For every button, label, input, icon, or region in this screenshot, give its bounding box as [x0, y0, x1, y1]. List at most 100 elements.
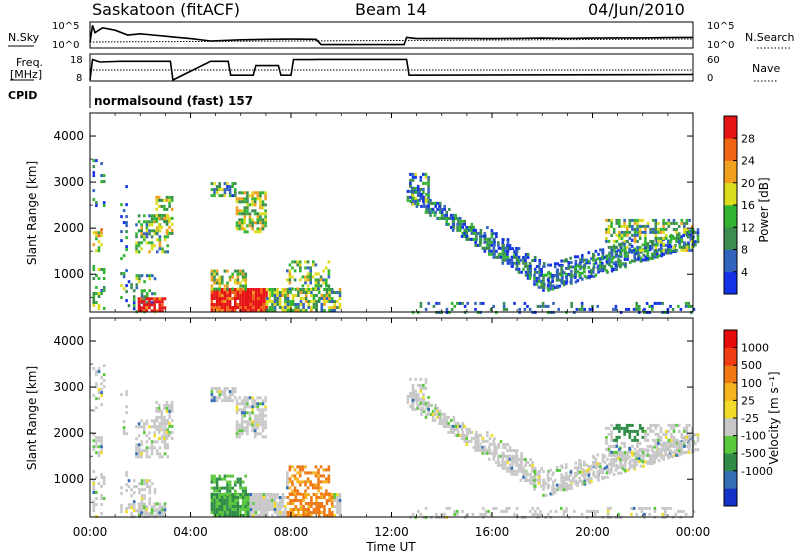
heatmap-cell: [100, 445, 103, 449]
heatmap-cell: [271, 300, 274, 303]
heatmap-cell: [537, 475, 541, 479]
heatmap-cell: [471, 512, 475, 516]
heatmap-cell: [475, 231, 478, 235]
heatmap-cell: [675, 221, 678, 225]
heatmap-cell: [451, 216, 455, 220]
heatmap-cell: [528, 478, 532, 482]
heatmap-cell: [646, 257, 649, 260]
heatmap-cell: [226, 511, 229, 514]
heatmap-cell: [239, 269, 242, 273]
heatmap-cell: [97, 436, 101, 440]
heatmap-cell: [314, 278, 318, 282]
heatmap-cell: [447, 421, 450, 425]
heatmap-cell: [540, 484, 543, 488]
heatmap-cell: [644, 435, 647, 439]
heatmap-cell: [614, 254, 618, 258]
heatmap-cell: [215, 291, 219, 294]
heatmap-cell: [252, 499, 255, 502]
heatmap-cell: [163, 219, 166, 223]
heatmap-cell: [664, 512, 667, 516]
heatmap-cell: [638, 236, 642, 240]
heatmap-cell: [517, 458, 521, 461]
heatmap-cell: [259, 227, 262, 231]
colorbar-swatch: [724, 400, 737, 419]
heatmap-cell: [140, 309, 143, 313]
heatmap-cell: [463, 222, 466, 226]
heatmap-cell: [495, 451, 498, 455]
heatmap-cell: [145, 514, 149, 518]
heatmap-cell: [570, 486, 573, 490]
heatmap-cell: [221, 496, 224, 499]
heatmap-cell: [508, 463, 512, 467]
heatmap-cell: [574, 259, 578, 263]
heatmap-cell: [170, 418, 174, 422]
heatmap-cell: [120, 486, 123, 490]
heatmap-cell: [625, 224, 629, 228]
heatmap-cell: [506, 449, 509, 453]
heatmap-cell: [262, 514, 266, 517]
heatmap-cell: [506, 252, 509, 256]
heatmap-cell: [92, 292, 96, 295]
power-panel-frame: [89, 112, 694, 313]
heatmap-cell: [102, 476, 106, 479]
heatmap-cell: [257, 499, 260, 502]
heatmap-cell: [163, 436, 166, 440]
heatmap-cell: [130, 506, 133, 510]
heatmap-cell: [221, 188, 224, 192]
heatmap-cell: [319, 284, 323, 288]
heatmap-cell: [320, 303, 324, 306]
heatmap-cell: [218, 486, 221, 490]
heatmap-cell: [299, 502, 303, 505]
heatmap-cell: [256, 212, 260, 216]
heatmap-cell: [474, 228, 477, 232]
heatmap-cell: [670, 432, 673, 436]
heatmap-cell: [246, 200, 249, 204]
heatmap-cell: [125, 510, 128, 514]
heatmap-cell: [690, 245, 694, 249]
heatmap-cell: [241, 291, 245, 294]
heatmap-cell: [95, 497, 98, 500]
heatmap-cell: [323, 309, 326, 312]
heatmap-cell: [635, 460, 638, 464]
heatmap-cell: [137, 300, 141, 304]
colorbar-tick-label: 8: [741, 244, 748, 257]
heatmap-cell: [155, 207, 158, 211]
heatmap-cell: [501, 454, 505, 458]
heatmap-cell: [336, 300, 339, 303]
heatmap-cell: [592, 274, 596, 278]
heatmap-cell: [469, 225, 473, 229]
heatmap-cell: [254, 294, 258, 297]
heatmap-cell: [259, 230, 262, 234]
heatmap-cell: [145, 482, 149, 486]
heatmap-cell: [278, 514, 282, 517]
heatmap-cell: [140, 488, 144, 492]
heatmap-cell: [210, 492, 214, 496]
heatmap-cell: [92, 506, 96, 509]
heatmap-cell: [153, 220, 156, 224]
heatmap-cell: [240, 414, 244, 418]
heatmap-cell: [218, 396, 221, 400]
heatmap-cell: [442, 415, 446, 419]
heatmap-cell: [218, 297, 221, 300]
heatmap-cell: [140, 289, 144, 293]
heatmap-cell: [463, 424, 466, 428]
heatmap-cell: [623, 221, 626, 225]
heatmap-cell: [575, 307, 579, 311]
colorbar-tick-label: 500: [741, 359, 762, 372]
heatmap-cell: [523, 307, 527, 311]
heatmap-cell: [155, 415, 158, 419]
heatmap-cell: [427, 204, 430, 208]
heatmap-cell: [234, 182, 237, 186]
heatmap-cell: [241, 294, 245, 297]
heatmap-cell: [542, 470, 545, 473]
heatmap-cell: [468, 427, 471, 431]
heatmap-cell: [542, 265, 545, 268]
heatmap-cell: [607, 432, 611, 436]
heatmap-cell: [322, 278, 325, 282]
heatmap-cell: [662, 227, 665, 231]
heatmap-cell: [432, 304, 436, 308]
heatmap-cell: [542, 279, 545, 283]
heatmap-cell: [327, 269, 331, 273]
heatmap-cell: [429, 213, 432, 217]
heatmap-cell: [556, 262, 560, 266]
